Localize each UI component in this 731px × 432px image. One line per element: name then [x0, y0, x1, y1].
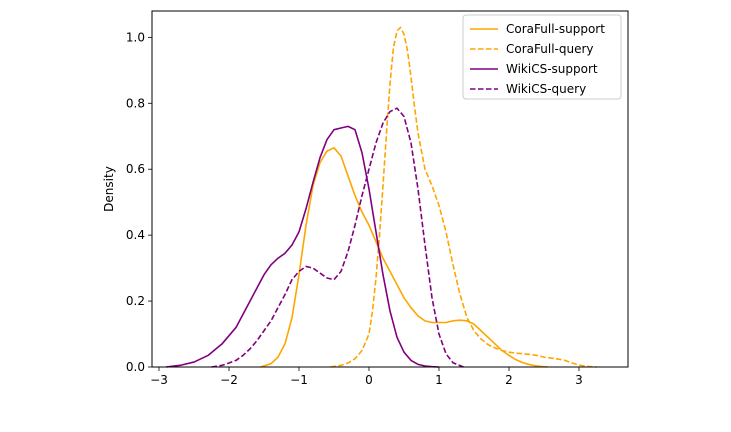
y-axis-label: Density — [102, 166, 116, 212]
x-axis: −3 −2 −1 0 1 2 3 — [150, 367, 583, 387]
legend: CoraFull-support CoraFull-query WikiCS-sup… — [462, 14, 622, 100]
y-tick-label: 0.2 — [126, 294, 145, 308]
plot-frame — [151, 10, 629, 368]
x-tick-label: 0 — [365, 373, 373, 387]
series-line-corafull-support — [260, 147, 548, 368]
plot-lines — [165, 26, 597, 368]
x-tick-label: −3 — [150, 373, 168, 387]
legend-label-wikics-query: WikiCS-query — [506, 82, 586, 96]
x-tick-label: 2 — [505, 373, 513, 387]
x-tick-label: 3 — [575, 373, 583, 387]
series-line-corafull-query — [330, 26, 597, 368]
y-tick-label: 1.0 — [126, 30, 145, 44]
x-tick-label: −2 — [220, 373, 238, 387]
y-tick-label: 0.0 — [126, 360, 145, 374]
y-tick-label: 0.6 — [126, 162, 145, 176]
x-tick-label: −1 — [290, 373, 308, 387]
legend-label-corafull-support: CoraFull-support — [506, 22, 605, 36]
series-line-wikics-query — [211, 107, 464, 368]
x-tick-label: 1 — [435, 373, 443, 387]
y-axis: 0.0 0.2 0.4 0.6 0.8 1.0 — [126, 30, 152, 374]
legend-box — [462, 14, 622, 100]
y-tick-label: 0.4 — [126, 228, 145, 242]
series-line-wikics-support — [165, 125, 440, 368]
y-tick-label: 0.8 — [126, 96, 145, 110]
legend-label-corafull-query: CoraFull-query — [506, 42, 594, 56]
legend-label-wikics-support: WikiCS-support — [506, 62, 598, 76]
